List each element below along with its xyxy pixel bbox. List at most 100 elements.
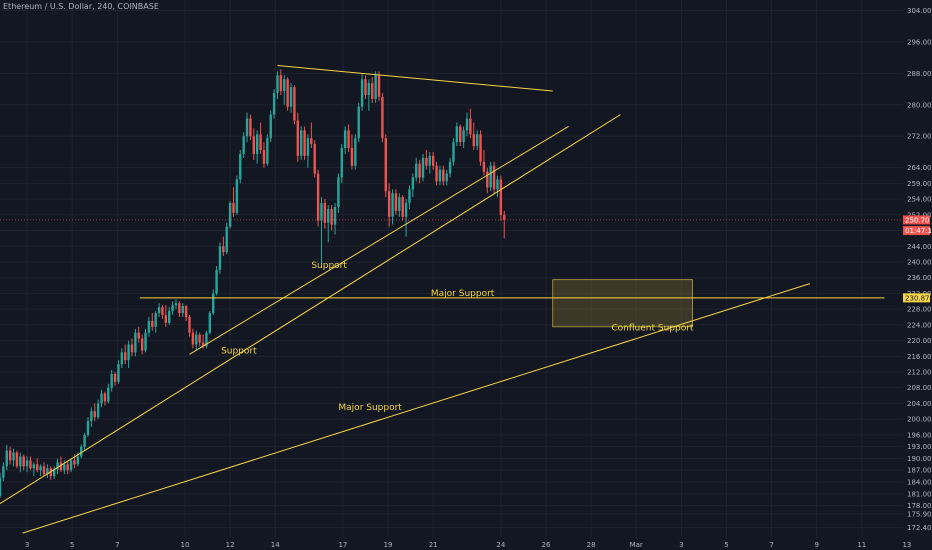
candle — [482, 149, 486, 176]
candle — [144, 328, 147, 353]
candle-body — [151, 320, 154, 327]
price-tick-label: 228.00 — [907, 306, 932, 314]
candle — [438, 165, 442, 186]
candle-body — [19, 456, 22, 467]
price-tick-label: 288.00 — [907, 70, 932, 78]
candle — [208, 311, 212, 335]
candle — [195, 330, 198, 351]
time-axis-panel[interactable] — [0, 538, 903, 550]
candle — [191, 328, 195, 349]
candle — [80, 444, 83, 459]
candle — [255, 130, 259, 164]
candle-body — [475, 134, 479, 147]
time-tick-label: 3 — [25, 541, 29, 549]
candle-body — [360, 79, 364, 107]
time-tick-label: 11 — [857, 541, 866, 549]
candle — [46, 464, 49, 479]
candle — [421, 153, 425, 182]
candle-body — [191, 332, 195, 345]
candle-body — [279, 75, 283, 92]
candle — [442, 165, 445, 186]
candle — [66, 460, 69, 475]
candle — [12, 448, 15, 467]
candle-body — [472, 134, 475, 147]
candle-body — [164, 315, 168, 323]
candle-body — [354, 138, 357, 166]
candle-body — [391, 193, 394, 217]
candle-body — [496, 179, 499, 190]
time-tick-label: 7 — [769, 541, 773, 549]
candle — [239, 149, 242, 184]
candle-body — [411, 177, 415, 190]
candle-body — [56, 462, 59, 470]
candle-body — [100, 393, 103, 404]
candle — [245, 112, 249, 143]
price-tick-label: 212.00 — [907, 368, 932, 376]
candle — [168, 307, 171, 325]
time-tick-label: 9 — [814, 541, 818, 549]
candle — [151, 313, 154, 331]
candle-body — [259, 134, 262, 150]
candle — [323, 199, 327, 229]
candle-body — [425, 157, 428, 166]
candle-body — [22, 456, 25, 467]
zones — [552, 279, 694, 328]
price-tick-label: 187.00 — [907, 467, 932, 475]
candle-body — [316, 173, 320, 221]
candle-body — [154, 313, 157, 327]
candle — [330, 205, 333, 231]
candle — [279, 69, 283, 95]
candle-body — [452, 142, 455, 162]
candle — [364, 75, 367, 99]
candle-body — [283, 79, 286, 92]
candle-body — [492, 165, 496, 190]
candle-body — [428, 155, 431, 166]
price-tag-label: 230.87 — [905, 294, 930, 302]
candle — [489, 161, 492, 192]
candle-body — [63, 464, 66, 471]
candle-body — [201, 342, 205, 347]
candle — [184, 305, 188, 321]
triangle-top-line[interactable] — [277, 65, 553, 92]
candle — [272, 89, 276, 119]
candle-body — [113, 373, 117, 382]
candle — [360, 73, 364, 111]
candle — [492, 161, 496, 194]
candle-body — [357, 106, 360, 139]
candle — [428, 151, 431, 174]
candle — [222, 236, 225, 257]
price-tag-label: 01:47:18 — [905, 227, 932, 235]
candle-body — [208, 313, 212, 333]
candle — [113, 371, 117, 386]
candle-body — [80, 446, 83, 457]
support-line-upper[interactable] — [189, 125, 569, 355]
candle-body — [59, 462, 63, 471]
major-support-line-lower[interactable] — [22, 283, 811, 534]
candle-body — [52, 469, 56, 477]
price-tick-label: 252.00 — [907, 211, 932, 219]
candle-body — [367, 83, 371, 95]
price-tick-label: 193.00 — [907, 443, 932, 451]
candle — [117, 360, 120, 384]
price-axis-panel[interactable] — [903, 0, 932, 538]
candle-body — [350, 148, 354, 166]
candle — [212, 289, 215, 316]
confluent-support-zone[interactable] — [552, 279, 694, 328]
candle-body — [303, 130, 306, 156]
candle — [404, 199, 408, 237]
candle — [52, 466, 56, 479]
candle-body — [5, 450, 8, 467]
candle — [63, 460, 66, 475]
candle-body — [371, 83, 374, 99]
candle — [266, 134, 269, 166]
support-line-lower[interactable] — [0, 114, 621, 505]
price-tag-label: 250.70 — [905, 216, 930, 224]
candle-body — [93, 411, 96, 418]
trendlines[interactable] — [0, 65, 885, 534]
candle-body — [313, 144, 316, 174]
candle-body — [218, 246, 222, 270]
candle — [25, 456, 29, 473]
candle-body — [103, 393, 107, 402]
candle — [178, 301, 181, 317]
